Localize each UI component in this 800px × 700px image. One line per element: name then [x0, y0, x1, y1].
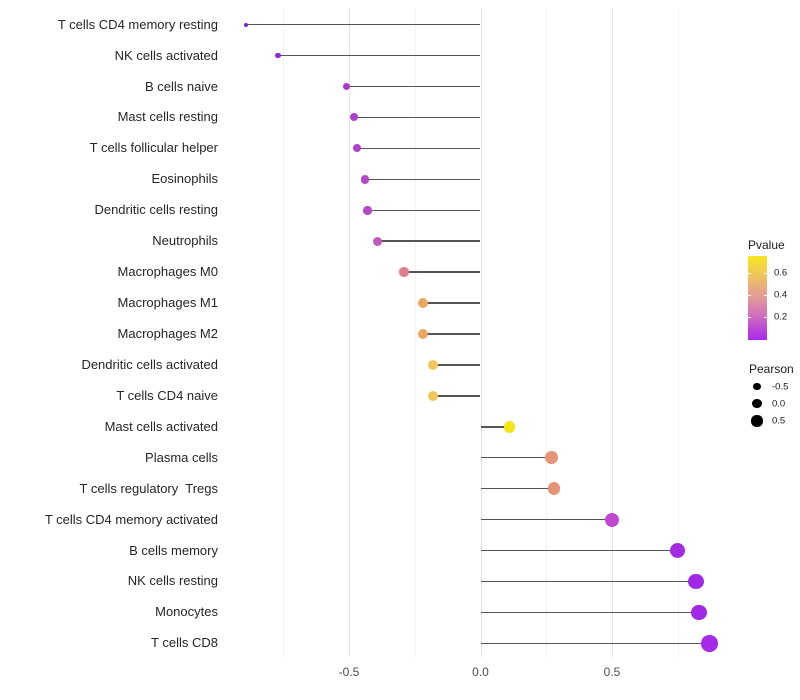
pearson-size-dot — [751, 415, 763, 427]
lollipop-stem — [277, 54, 481, 57]
lollipop-dot — [363, 206, 372, 215]
lollipop-stem — [433, 395, 481, 397]
pearson-size-dot — [752, 398, 762, 409]
category-label: Dendritic cells activated — [81, 356, 218, 372]
lollipop-dot — [605, 512, 619, 527]
lollipop-dot — [547, 482, 561, 495]
lollipop-dot — [427, 390, 439, 402]
lollipop-dot — [373, 236, 383, 246]
lollipop-dot — [691, 604, 707, 621]
lollipop-stem — [480, 549, 678, 552]
pearson-size-label: 0.0 — [772, 398, 786, 409]
lollipop-stem — [367, 209, 481, 212]
category-label: B cells naive — [145, 78, 218, 94]
lollipop-dot — [545, 451, 558, 464]
pvalue-gradient-tick — [748, 317, 751, 318]
lollipop-dot — [350, 113, 359, 122]
pearson-size-label: -0.5 — [772, 381, 789, 392]
category-label: T cells follicular helper — [89, 140, 218, 156]
lollipop-dot — [244, 22, 249, 27]
lollipop-stem — [480, 426, 510, 428]
lollipop-stem — [480, 487, 555, 490]
lollipop-stem — [356, 147, 481, 150]
category-label: Neutrophils — [152, 233, 218, 249]
pvalue-legend-title: Pvalue — [748, 238, 785, 252]
pvalue-tick-label: 0.4 — [774, 289, 788, 301]
pvalue-gradient-tick — [764, 273, 767, 274]
pvalue-tick-label: 0.2 — [774, 311, 788, 323]
lollipop-stem — [480, 456, 552, 459]
category-label: T cells regulatory Tregs — [79, 480, 218, 496]
lollipop-stem — [377, 240, 481, 242]
lollipop-stem — [422, 333, 481, 335]
pvalue-gradient-tick — [764, 317, 767, 318]
gridline-minor — [677, 8, 679, 657]
category-label: Mast cells resting — [117, 109, 218, 125]
lollipop-stem — [480, 611, 699, 614]
lollipop-stem — [404, 271, 481, 273]
category-label: T cells CD4 memory resting — [57, 16, 218, 32]
category-label: Macrophages M0 — [117, 264, 218, 280]
pearson-legend-title: Pearson — [749, 362, 794, 376]
lollipop-stem — [246, 23, 481, 26]
lollipop-dot — [701, 635, 718, 652]
x-axis-tick-label: -0.5 — [338, 665, 360, 679]
gridline-major — [612, 8, 613, 657]
lollipop-dot — [275, 52, 281, 59]
lollipop-dot — [399, 267, 409, 277]
pvalue-gradient-tick — [764, 295, 767, 296]
category-label: B cells memory — [129, 542, 218, 558]
lollipop-dot — [688, 573, 704, 590]
lollipop-stem — [480, 580, 697, 583]
pvalue-gradient-tick — [748, 295, 751, 296]
x-axis-tick-label: 0.0 — [472, 665, 489, 679]
pvalue-tick-label: 0.6 — [774, 267, 788, 279]
pvalue-gradient-bar — [748, 256, 767, 340]
gridline-minor — [283, 8, 285, 657]
lollipop-stem — [364, 178, 481, 181]
x-axis-tick-label: 0.5 — [603, 665, 621, 679]
category-label: NK cells resting — [127, 573, 218, 589]
category-label: T cells CD4 memory activated — [44, 511, 218, 527]
pearson-size-dot — [753, 382, 761, 391]
category-label: T cells CD8 — [151, 635, 218, 651]
lollipop-dot — [417, 329, 428, 339]
gridline-major — [480, 8, 482, 657]
lollipop-dot — [417, 298, 428, 309]
lollipop-stem — [433, 364, 481, 366]
category-label: Dendritic cells resting — [94, 202, 218, 218]
lollipop-dot — [427, 359, 439, 371]
lollipop-stem — [480, 518, 612, 521]
category-label: Mast cells activated — [104, 418, 218, 434]
lollipop-dot — [342, 82, 351, 91]
category-label: Plasma cells — [145, 449, 218, 465]
lollipop-stem — [480, 642, 710, 645]
lollipop-dot — [503, 421, 516, 433]
lollipop-stem — [346, 85, 481, 88]
category-label: Eosinophils — [151, 171, 219, 187]
pearson-size-label: 0.5 — [772, 415, 786, 427]
gridline-minor — [414, 8, 416, 657]
category-label: T cells CD4 naive — [116, 387, 218, 403]
category-label: Macrophages M2 — [117, 326, 218, 341]
category-label: NK cells activated — [114, 47, 218, 63]
category-label: Macrophages M1 — [117, 295, 218, 311]
lollipop-stem — [354, 116, 481, 119]
lollipop-dot — [360, 175, 370, 184]
category-label: Monocytes — [155, 604, 218, 620]
pvalue-gradient-tick — [748, 273, 751, 274]
lollipop-dot — [670, 543, 686, 558]
gridline-minor — [546, 8, 548, 657]
lollipop-stem — [422, 302, 481, 304]
gridline-major — [349, 8, 350, 657]
lollipop-dot — [352, 144, 361, 153]
